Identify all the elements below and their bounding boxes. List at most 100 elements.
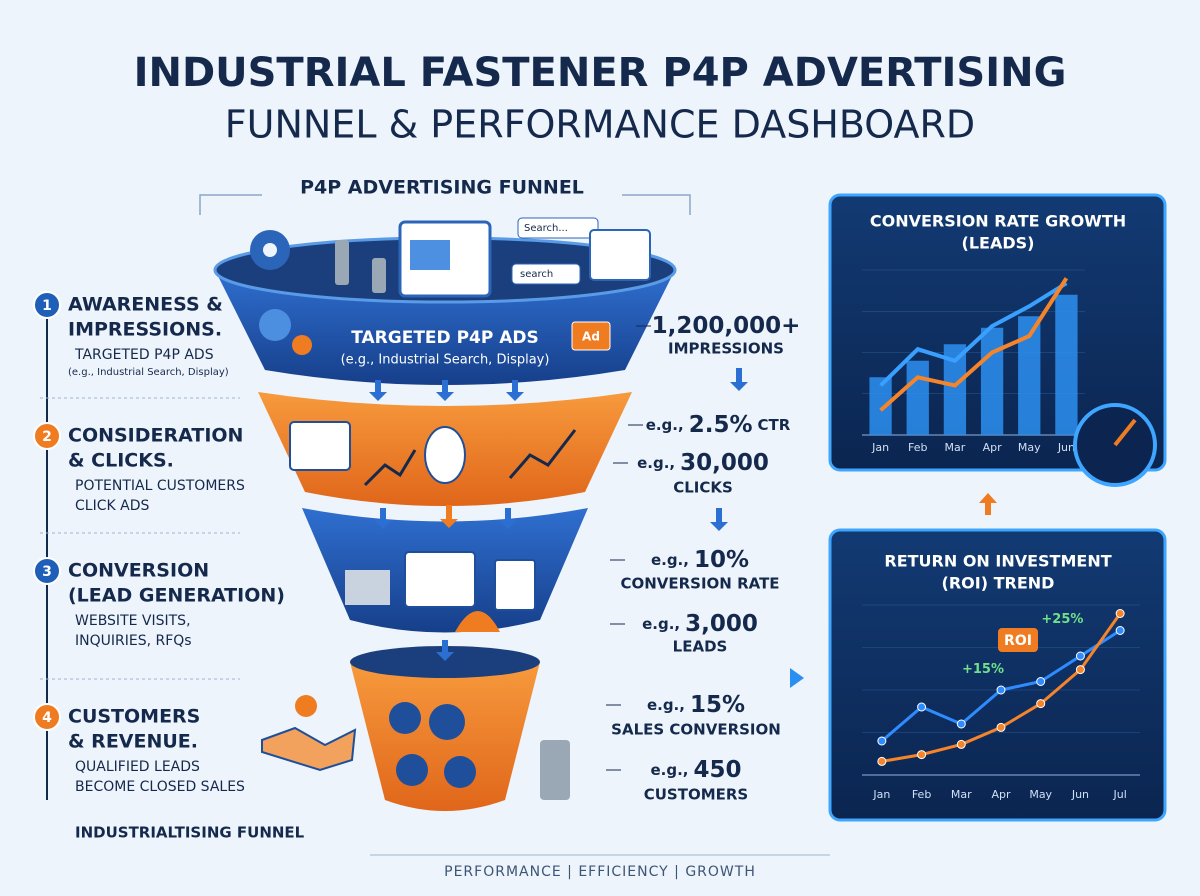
- footer-tagline: PERFORMANCE | EFFICIENCY | GROWTH: [444, 864, 756, 880]
- data-point: [956, 719, 966, 729]
- metric: 1,200,000+: [652, 313, 801, 339]
- search-box-2-text: search: [520, 269, 553, 280]
- search-box-1-text: Search...: [524, 223, 568, 234]
- flow-arrow: [979, 493, 997, 515]
- stage-title: CONSIDERATION: [68, 425, 243, 447]
- data-point: [996, 722, 1006, 732]
- roi-badge-text: ROI: [1004, 633, 1032, 649]
- funnel-title: P4P ADVERTISING FUNNEL: [300, 177, 584, 199]
- metric-prefix: e.g.,: [642, 615, 680, 633]
- metric: e.g., 15%: [647, 692, 745, 718]
- stage-description: TARGETED P4P ADS: [74, 347, 214, 363]
- stage-description: INQUIRIES, RFQs: [75, 633, 192, 649]
- funnel-tier-4-rim: [350, 646, 540, 678]
- page-title: INDUSTRIAL FASTENER P4P ADVERTISING: [134, 50, 1067, 96]
- trend-line: [879, 281, 1068, 387]
- gauge-needle: [1113, 418, 1137, 447]
- funnel-top-label: TARGETED P4P ADS: [351, 328, 539, 348]
- data-point: [917, 750, 927, 760]
- x-tick-label: Mar: [945, 441, 966, 454]
- x-tick-label: Feb: [912, 788, 931, 801]
- handshake-icon: [261, 726, 357, 772]
- bar: [980, 327, 1004, 435]
- data-point: [1075, 665, 1085, 675]
- stage-description: WEBSITE VISITS,: [75, 613, 191, 629]
- hardhat-icon: [455, 611, 500, 632]
- bar: [906, 360, 929, 435]
- x-tick-label: Apr: [983, 441, 1003, 454]
- metric-prefix: e.g.,: [637, 454, 675, 472]
- annotation: +25%: [1041, 612, 1083, 627]
- bar: [943, 344, 967, 435]
- x-tick-label: Jan: [872, 788, 890, 801]
- metric-value: 10%: [694, 547, 749, 573]
- data-point: [917, 702, 927, 712]
- stage-title: (LEAD GENERATION): [68, 585, 285, 607]
- browser-icon-2: [589, 229, 651, 281]
- search-box-2: [511, 263, 581, 285]
- stage-description: BECOME CLOSED SALES: [75, 779, 245, 795]
- x-tick-label: Jun: [1057, 441, 1075, 454]
- trend-line: [879, 277, 1069, 412]
- stage-number: 4: [42, 710, 52, 726]
- metric-label: IMPRESSIONS: [668, 340, 784, 358]
- coin-icon: [295, 695, 317, 717]
- data-point: [996, 685, 1006, 695]
- stage-description: QUALIFIED LEADS: [75, 759, 200, 775]
- ad-icon: [571, 321, 611, 351]
- x-tick-label: May: [1029, 788, 1052, 801]
- money-bag-icon: [396, 754, 428, 786]
- metric-value: 30,000: [680, 450, 769, 476]
- metric-prefix: e.g.,: [651, 551, 689, 569]
- flow-arrow: [710, 508, 728, 531]
- stage-title: CONVERSION: [68, 560, 209, 582]
- flow-arrow: [730, 368, 748, 391]
- gear-icon: [292, 335, 312, 355]
- metric-label: CLICKS: [673, 479, 733, 497]
- metric-value: 15%: [690, 692, 745, 718]
- flow-arrow: [369, 380, 387, 401]
- x-tick-label: Feb: [908, 441, 927, 454]
- metric-label: CTR: [758, 416, 791, 434]
- flow-arrow: [499, 508, 517, 529]
- chart-subtitle: (LEADS): [962, 234, 1035, 253]
- data-point: [956, 739, 966, 749]
- stage-title: IMPRESSIONS.: [68, 319, 222, 341]
- mouse-icon: [424, 426, 466, 484]
- stage-title: & CLICKS.: [68, 450, 174, 472]
- x-tick-label: Jun: [1071, 788, 1089, 801]
- stage-description: CLICK ADS: [75, 498, 149, 514]
- bar: [1055, 294, 1078, 435]
- stage-number-badge: [33, 422, 61, 450]
- bolt-icon: [540, 740, 570, 800]
- money-bag-icon: [389, 702, 421, 734]
- page-subtitle: FUNNEL & PERFORMANCE DASHBOARD: [225, 103, 975, 147]
- bar: [1018, 316, 1041, 435]
- corner-label: INDUSTRIALTISING FUNNEL: [75, 824, 305, 842]
- flow-arrow: [506, 380, 524, 401]
- data-point: [1075, 651, 1085, 661]
- stage-title: & REVENUE.: [68, 731, 198, 753]
- stage-note: (e.g., Industrial Search, Display): [68, 367, 229, 378]
- metric: e.g., 450: [650, 757, 741, 783]
- metric-label: SALES CONVERSION: [611, 721, 781, 739]
- metric-value: 1,200,000+: [652, 313, 801, 339]
- x-tick-label: Mar: [951, 788, 972, 801]
- flow-arrow: [436, 380, 454, 401]
- x-tick-label: Jan: [871, 441, 889, 454]
- profile-icon: [289, 421, 351, 471]
- x-tick-label: Jul: [1113, 788, 1127, 801]
- metric-label: CUSTOMERS: [644, 786, 749, 804]
- roi-badge: [998, 628, 1038, 652]
- flow-arrows: [369, 368, 748, 661]
- chart-subtitle: (ROI) TREND: [942, 574, 1055, 593]
- charts: CONVERSION RATE GROWTH (LEADS) Jan Feb Mar Ap…: [862, 212, 1140, 801]
- data-point: [1115, 626, 1125, 635]
- x-tick-label: May: [1018, 441, 1041, 454]
- stage-number-badge: [33, 557, 61, 585]
- stage-description: POTENTIAL CUSTOMERS: [75, 478, 245, 494]
- chart-title: CONVERSION RATE GROWTH: [870, 212, 1126, 231]
- factory-icon: [345, 570, 390, 605]
- document-icon: [494, 559, 536, 611]
- metric-label: LEADS: [673, 638, 728, 656]
